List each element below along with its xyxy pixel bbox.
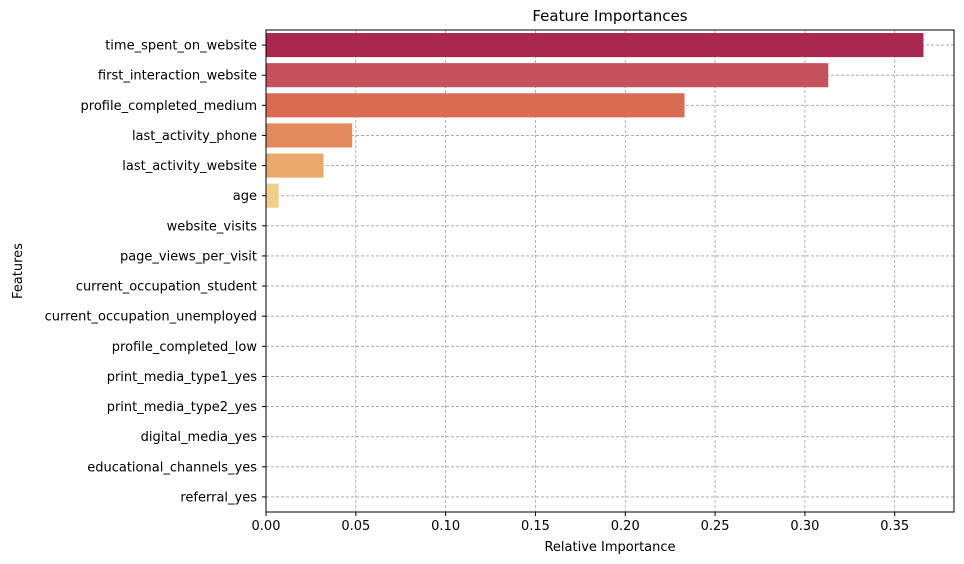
y-tick-label: current_occupation_student [76, 280, 257, 295]
x-tick-label: 0.35 [880, 519, 909, 534]
x-tick-label: 0.05 [341, 519, 370, 534]
y-tick-label: educational_channels_yes [87, 460, 257, 475]
y-tick-label: referral_yes [180, 490, 257, 505]
y-axis-title: Features [11, 243, 26, 299]
y-tick-label: page_views_per_visit [120, 249, 257, 264]
bar-age [266, 183, 279, 208]
bar-profile_completed_medium [266, 93, 685, 118]
x-tick-label: 0.25 [701, 519, 730, 534]
plot-frame [265, 29, 955, 513]
y-tick-label: first_interaction_website [98, 69, 257, 84]
y-tick-label: digital_media_yes [141, 430, 258, 445]
y-tick-label: age [233, 189, 257, 204]
bar-last_activity_phone [266, 123, 353, 148]
chart-title: Feature Importances [532, 7, 687, 25]
bar-first_interaction_website [266, 63, 829, 88]
y-tick-label: current_occupation_unemployed [45, 310, 257, 325]
x-tick-labels: 0.00 0.05 0.10 0.15 0.20 0.25 0.30 0.35 [252, 512, 909, 534]
y-tick-label: last_activity_phone [132, 129, 257, 144]
x-tick-label: 0.00 [252, 519, 281, 534]
y-tick-label: print_media_type2_yes [107, 400, 258, 415]
x-tick-label: 0.15 [521, 519, 550, 534]
y-tick-label: print_media_type1_yes [107, 370, 258, 385]
bars [266, 33, 924, 208]
y-tick-label: profile_completed_low [112, 340, 258, 355]
x-tick-label: 0.30 [790, 519, 819, 534]
y-tick-label: last_activity_website [122, 159, 257, 174]
x-tick-label: 0.10 [431, 519, 460, 534]
y-tick-label: profile_completed_medium [81, 99, 257, 114]
x-axis-title: Relative Importance [544, 540, 675, 555]
x-tick-label: 0.20 [611, 519, 640, 534]
y-tick-labels: time_spent_on_website first_interaction_w… [45, 39, 266, 505]
bar-time_spent_on_website [266, 33, 924, 58]
bar-last_activity_website [266, 153, 324, 178]
y-tick-label: time_spent_on_website [105, 39, 257, 54]
y-tick-label: website_visits [167, 219, 258, 234]
